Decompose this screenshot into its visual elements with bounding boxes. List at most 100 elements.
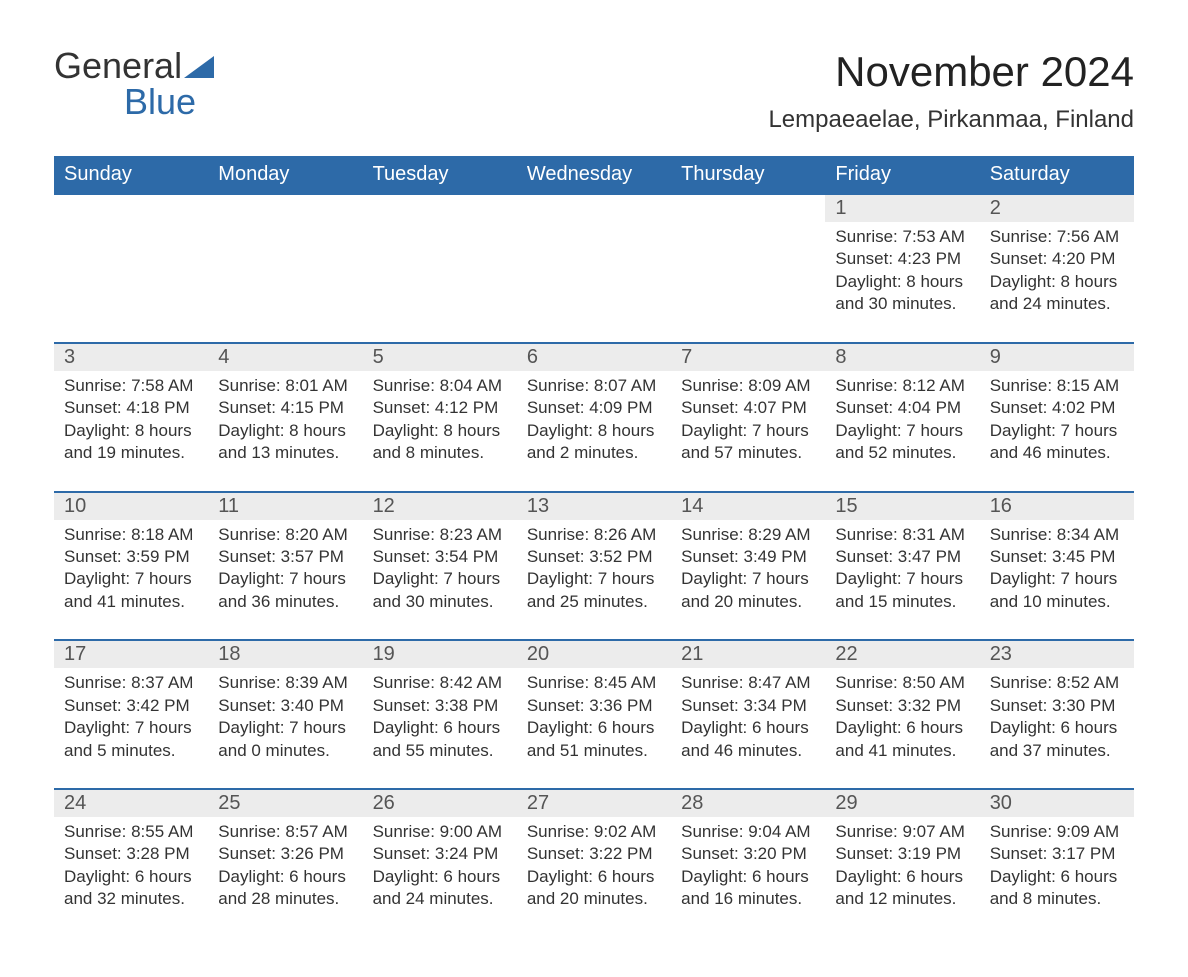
sunset-text: Sunset: 4:12 PM	[373, 397, 507, 419]
sunrise-text: Sunrise: 9:09 AM	[990, 821, 1124, 843]
daylight1-text: Daylight: 7 hours	[990, 420, 1124, 442]
daylight2-text: and 8 minutes.	[373, 442, 507, 464]
calendar-cell	[517, 194, 671, 343]
day-details: Sunrise: 9:09 AMSunset: 3:17 PMDaylight:…	[990, 821, 1124, 911]
calendar-cell: 20Sunrise: 8:45 AMSunset: 3:36 PMDayligh…	[517, 640, 671, 789]
daylight1-text: Daylight: 8 hours	[218, 420, 352, 442]
daylight1-text: Daylight: 7 hours	[64, 568, 198, 590]
daylight2-text: and 41 minutes.	[835, 740, 969, 762]
calendar-week-row: 10Sunrise: 8:18 AMSunset: 3:59 PMDayligh…	[54, 492, 1134, 641]
daylight2-text: and 28 minutes.	[218, 888, 352, 910]
weekday-header: Monday	[208, 156, 362, 194]
daylight2-text: and 24 minutes.	[990, 293, 1124, 315]
daylight1-text: Daylight: 7 hours	[64, 717, 198, 739]
calendar-cell: 11Sunrise: 8:20 AMSunset: 3:57 PMDayligh…	[208, 492, 362, 641]
calendar-cell: 7Sunrise: 8:09 AMSunset: 4:07 PMDaylight…	[671, 343, 825, 492]
sunset-text: Sunset: 3:19 PM	[835, 843, 969, 865]
day-number: 3	[54, 344, 208, 371]
calendar-week-row: 24Sunrise: 8:55 AMSunset: 3:28 PMDayligh…	[54, 789, 1134, 937]
day-details: Sunrise: 8:45 AMSunset: 3:36 PMDaylight:…	[527, 672, 661, 762]
daylight2-text: and 46 minutes.	[681, 740, 815, 762]
weekday-header: Wednesday	[517, 156, 671, 194]
weekday-header-row: Sunday Monday Tuesday Wednesday Thursday…	[54, 156, 1134, 194]
sunrise-text: Sunrise: 8:20 AM	[218, 524, 352, 546]
daylight2-text: and 13 minutes.	[218, 442, 352, 464]
calendar-body: 1Sunrise: 7:53 AMSunset: 4:23 PMDaylight…	[54, 194, 1134, 937]
calendar-cell: 16 Sunrise: 8:34 AMSunset: 3:45 PMDayligh…	[980, 492, 1134, 641]
sunset-text: Sunset: 4:23 PM	[835, 248, 969, 270]
daylight1-text: Daylight: 6 hours	[990, 866, 1124, 888]
day-number: 29	[825, 790, 979, 817]
day-details: Sunrise: 8:09 AMSunset: 4:07 PMDaylight:…	[681, 375, 815, 465]
daylight1-text: Daylight: 6 hours	[835, 866, 969, 888]
calendar-cell	[671, 194, 825, 343]
sunset-text: Sunset: 3:45 PM	[990, 546, 1124, 568]
sunrise-text: Sunrise: 8:23 AM	[373, 524, 507, 546]
day-details: Sunrise: 9:00 AMSunset: 3:24 PMDaylight:…	[373, 821, 507, 911]
sunrise-text: Sunrise: 8:04 AM	[373, 375, 507, 397]
sunset-text: Sunset: 3:20 PM	[681, 843, 815, 865]
daylight1-text: Daylight: 8 hours	[990, 271, 1124, 293]
sunrise-text: Sunrise: 8:34 AM	[990, 524, 1124, 546]
daylight1-text: Daylight: 6 hours	[373, 866, 507, 888]
day-details: Sunrise: 8:50 AMSunset: 3:32 PMDaylight:…	[835, 672, 969, 762]
sunrise-text: Sunrise: 8:50 AM	[835, 672, 969, 694]
daylight2-text: and 25 minutes.	[527, 591, 661, 613]
sunrise-text: Sunrise: 8:52 AM	[990, 672, 1124, 694]
sunrise-text: Sunrise: 8:47 AM	[681, 672, 815, 694]
day-details: Sunrise: 8:31 AMSunset: 3:47 PMDaylight:…	[835, 524, 969, 614]
calendar-cell: 21Sunrise: 8:47 AMSunset: 3:34 PMDayligh…	[671, 640, 825, 789]
day-number: 28	[671, 790, 825, 817]
daylight2-text: and 12 minutes.	[835, 888, 969, 910]
sunrise-text: Sunrise: 7:58 AM	[64, 375, 198, 397]
logo: General Blue	[54, 48, 218, 120]
sunset-text: Sunset: 4:18 PM	[64, 397, 198, 419]
sunset-text: Sunset: 3:28 PM	[64, 843, 198, 865]
calendar-cell: 15 Sunrise: 8:31 AMSunset: 3:47 PMDayligh…	[825, 492, 979, 641]
day-details: Sunrise: 8:29 AMSunset: 3:49 PMDaylight:…	[681, 524, 815, 614]
calendar-cell	[208, 194, 362, 343]
calendar-cell: 17 Sunrise: 8:37 AMSunset: 3:42 PMDayligh…	[54, 640, 208, 789]
sunrise-text: Sunrise: 8:37 AM	[64, 672, 198, 694]
daylight1-text: Daylight: 7 hours	[681, 568, 815, 590]
daylight2-text: and 32 minutes.	[64, 888, 198, 910]
day-number: 19	[363, 641, 517, 668]
day-number: 16	[980, 493, 1134, 520]
sunrise-text: Sunrise: 9:04 AM	[681, 821, 815, 843]
logo-text-general: General	[54, 45, 182, 86]
day-details: Sunrise: 9:02 AMSunset: 3:22 PMDaylight:…	[527, 821, 661, 911]
day-number: 22	[825, 641, 979, 668]
sunrise-text: Sunrise: 8:39 AM	[218, 672, 352, 694]
sunrise-text: Sunrise: 8:07 AM	[527, 375, 661, 397]
daylight2-text: and 36 minutes.	[218, 591, 352, 613]
calendar-cell: 6Sunrise: 8:07 AMSunset: 4:09 PMDaylight…	[517, 343, 671, 492]
sunrise-text: Sunrise: 7:56 AM	[990, 226, 1124, 248]
daylight2-text: and 2 minutes.	[527, 442, 661, 464]
sunset-text: Sunset: 4:20 PM	[990, 248, 1124, 270]
daylight2-text: and 41 minutes.	[64, 591, 198, 613]
sunset-text: Sunset: 3:42 PM	[64, 695, 198, 717]
calendar-cell	[54, 194, 208, 343]
daylight1-text: Daylight: 8 hours	[527, 420, 661, 442]
weekday-header: Friday	[825, 156, 979, 194]
daylight2-text: and 15 minutes.	[835, 591, 969, 613]
sunset-text: Sunset: 3:59 PM	[64, 546, 198, 568]
sunrise-text: Sunrise: 8:01 AM	[218, 375, 352, 397]
day-number: 4	[208, 344, 362, 371]
daylight1-text: Daylight: 6 hours	[990, 717, 1124, 739]
daylight1-text: Daylight: 6 hours	[681, 717, 815, 739]
sunset-text: Sunset: 3:17 PM	[990, 843, 1124, 865]
day-number: 13	[517, 493, 671, 520]
calendar-cell: 24Sunrise: 8:55 AMSunset: 3:28 PMDayligh…	[54, 789, 208, 937]
day-number: 15	[825, 493, 979, 520]
daylight1-text: Daylight: 8 hours	[373, 420, 507, 442]
day-details: Sunrise: 8:34 AMSunset: 3:45 PMDaylight:…	[990, 524, 1124, 614]
sunrise-text: Sunrise: 8:18 AM	[64, 524, 198, 546]
day-number: 17	[54, 641, 208, 668]
daylight1-text: Daylight: 7 hours	[835, 420, 969, 442]
title-block: November 2024 Lempaeaelae, Pirkanmaa, Fi…	[768, 48, 1134, 134]
sunset-text: Sunset: 3:32 PM	[835, 695, 969, 717]
daylight2-text: and 5 minutes.	[64, 740, 198, 762]
daylight2-text: and 30 minutes.	[373, 591, 507, 613]
calendar-cell: 9Sunrise: 8:15 AMSunset: 4:02 PMDaylight…	[980, 343, 1134, 492]
